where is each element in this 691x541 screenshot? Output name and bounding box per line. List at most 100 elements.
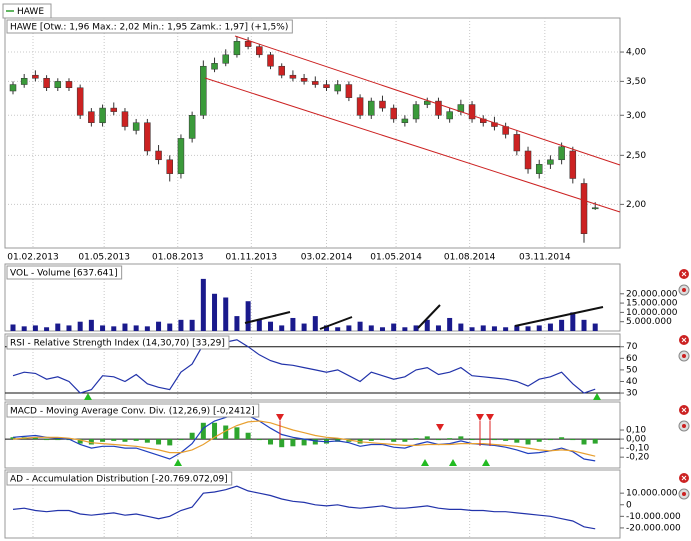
histogram-bar (469, 439, 475, 441)
indicator-line (12, 339, 596, 394)
histogram-bar (234, 427, 240, 440)
histogram-bar (570, 439, 576, 441)
candle-body (9, 84, 17, 92)
histogram-bar (122, 439, 128, 442)
histogram-bar (290, 439, 296, 447)
sell-signal (486, 414, 494, 421)
volume-bar (435, 325, 441, 331)
candle-body (569, 150, 577, 179)
volume-bar (301, 323, 307, 331)
candle-body (99, 107, 106, 123)
y-tick-label: 15.000.000 (626, 299, 678, 309)
candle-body (580, 183, 588, 234)
legend-label: HAWE (17, 7, 44, 17)
y-tick-label: 70 (626, 342, 638, 352)
candle-body (390, 107, 397, 120)
panel-settings[interactable] (678, 420, 690, 432)
volume-bar (189, 319, 195, 331)
x-tick-label: 01.08.2013 (152, 253, 204, 263)
volume-bar (100, 325, 106, 331)
close-panel[interactable] (679, 473, 689, 483)
x-tick-label: 01.11.2013 (226, 253, 278, 263)
histogram-bar (525, 439, 531, 445)
volume-bar (88, 319, 94, 331)
volume-bar (346, 325, 352, 331)
panel-frame (4, 17, 621, 249)
candle-body (289, 74, 297, 79)
histogram-bar (536, 439, 542, 442)
candle-body (233, 41, 241, 56)
candle-body (211, 63, 218, 70)
candle-body (132, 122, 140, 131)
candle-body (76, 87, 84, 116)
y-tick-label: 5.000.000 (626, 317, 672, 327)
indicator-line (12, 485, 596, 530)
candle-body (312, 81, 319, 85)
volume-bar (144, 326, 150, 331)
buy-signal (84, 393, 92, 400)
close-panel[interactable] (679, 405, 689, 415)
close-panel[interactable] (679, 335, 689, 345)
volume-bar (32, 325, 38, 331)
candle-body (412, 104, 420, 120)
plot-area: 01.02.2013 01.05.2013 01.08.2013 01.11.2013… (4, 17, 681, 539)
close-panel[interactable] (679, 269, 689, 279)
histogram-bar (547, 439, 553, 441)
x-tick-label: 01.08.2014 (444, 253, 496, 263)
histogram-bar (491, 439, 497, 441)
volume-bar (223, 297, 229, 331)
volume-bar (368, 325, 374, 331)
histogram-bar (368, 439, 374, 441)
histogram-bar (480, 439, 486, 441)
candle-body (121, 111, 129, 127)
candle-body (524, 150, 532, 170)
y-tick-label: 4,00 (626, 48, 646, 58)
volume-bar (491, 326, 497, 331)
trend-line (417, 304, 441, 329)
candle-body (401, 118, 409, 123)
trend-line (234, 35, 621, 166)
candle-body (379, 100, 386, 109)
volume-bar (77, 321, 83, 331)
volume-bar (133, 325, 139, 331)
channel-lines (204, 35, 621, 213)
y-tick-label: 30 (626, 389, 638, 399)
panel-title: MACD - Moving Average Conv. Div. (12,26,… (10, 407, 255, 417)
histogram-bar (189, 432, 195, 440)
y-tick-label: -0,10 (626, 444, 650, 454)
volume-bar (111, 326, 117, 331)
histogram-bar (156, 439, 162, 445)
panel-settings[interactable] (678, 350, 690, 362)
y-tick-label: 10.000.000 (626, 308, 678, 318)
candle-body (244, 41, 252, 47)
volume-bar (66, 325, 72, 331)
y-tick-label: -20.000.000 (626, 523, 681, 533)
volume-bar (379, 327, 385, 331)
volume-bar (256, 319, 262, 331)
histogram-bar (268, 439, 274, 445)
volume-bar (503, 327, 509, 331)
candle-body (356, 97, 364, 116)
candle-body (435, 100, 442, 116)
panel-title: HAWE [Otw.: 1,96 Max.: 2,02 Min.: 1,95 Z… (10, 23, 288, 33)
panel-settings[interactable] (678, 284, 690, 296)
y-tick-label: 60 (626, 354, 638, 364)
x-tick-label: 01.02.2013 (7, 253, 59, 263)
y-tick-label: 20.000.000 (626, 289, 678, 299)
volume-bar (290, 317, 296, 331)
panel-title-box (6, 403, 260, 418)
y-tick-label: 40 (626, 377, 638, 387)
candle-body (323, 84, 330, 89)
y-tick-label: 10.000.000 (626, 489, 678, 499)
y-tick-label: 2,50 (626, 151, 646, 161)
volume-bar (44, 327, 50, 331)
buy-signal (482, 459, 490, 466)
volume-bar (592, 323, 598, 331)
panel-settings[interactable] (678, 488, 690, 500)
candle-body (468, 104, 476, 120)
panel-title: VOL - Volume [637.641] (10, 269, 118, 279)
y-tick-label: 3,50 (626, 77, 646, 87)
volume-bar (480, 325, 486, 331)
indicator-line (12, 413, 596, 462)
volume-bar (536, 325, 542, 331)
